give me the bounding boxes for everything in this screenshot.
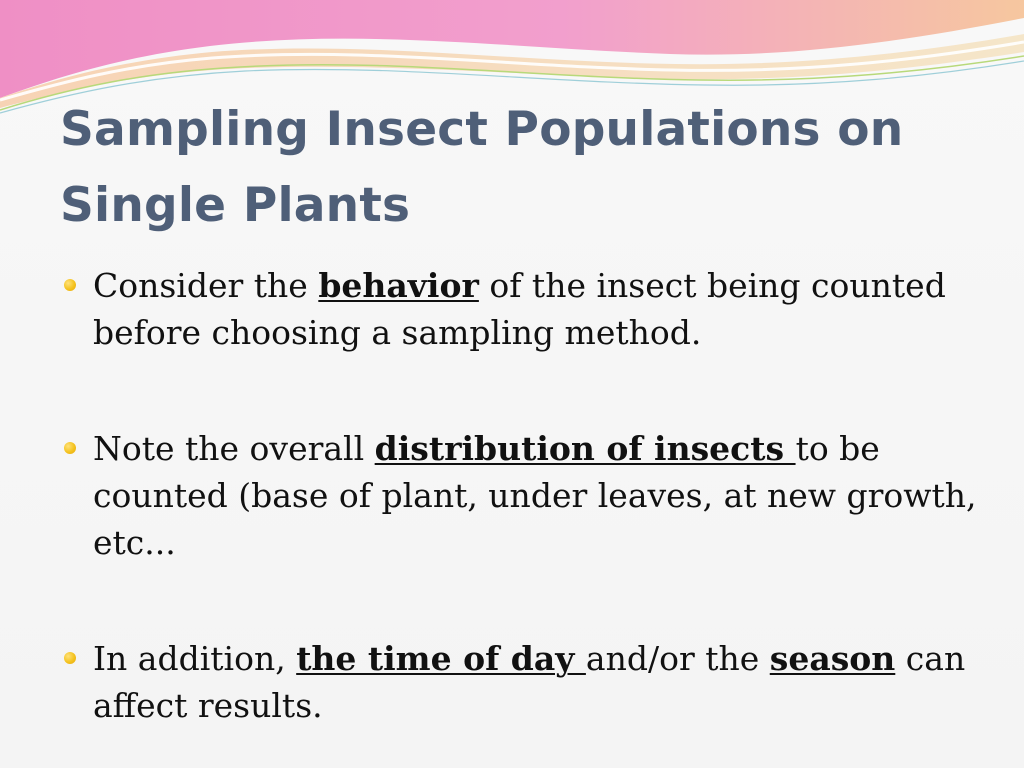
bullet-text: Note the overall <box>93 429 375 468</box>
bullet-text: can affect results. <box>93 639 966 725</box>
bullet-text: and/or the <box>585 639 770 678</box>
bullet-text: In addition, <box>93 639 297 678</box>
emphasis-time-of-day: the time of day <box>296 639 586 678</box>
emphasis-behavior: behavior <box>318 266 479 305</box>
bullet-dot-icon <box>64 442 76 454</box>
bullet-text: Consider the <box>93 266 319 305</box>
emphasis-distribution: distribution of insects <box>374 429 796 468</box>
decorative-wave-banner <box>0 0 1024 114</box>
bullet-text: of the insect being counted before choos… <box>93 266 946 352</box>
bullet-item-time-season: In addition, the time of day and/or the … <box>62 635 982 729</box>
bullet-list: Consider the behavior of the insect bein… <box>62 262 982 729</box>
bullet-item-distribution: Note the overall distribution of insects… <box>62 425 982 566</box>
bullet-dot-icon <box>64 279 76 291</box>
bullet-dot-icon <box>64 652 76 664</box>
bullet-item-behavior: Consider the behavior of the insect bein… <box>62 262 982 356</box>
emphasis-season: season <box>769 639 896 678</box>
bullet-text: to be counted (base of plant, under leav… <box>93 429 977 562</box>
slide-title: Sampling Insect Populations on Single Pl… <box>60 102 904 233</box>
